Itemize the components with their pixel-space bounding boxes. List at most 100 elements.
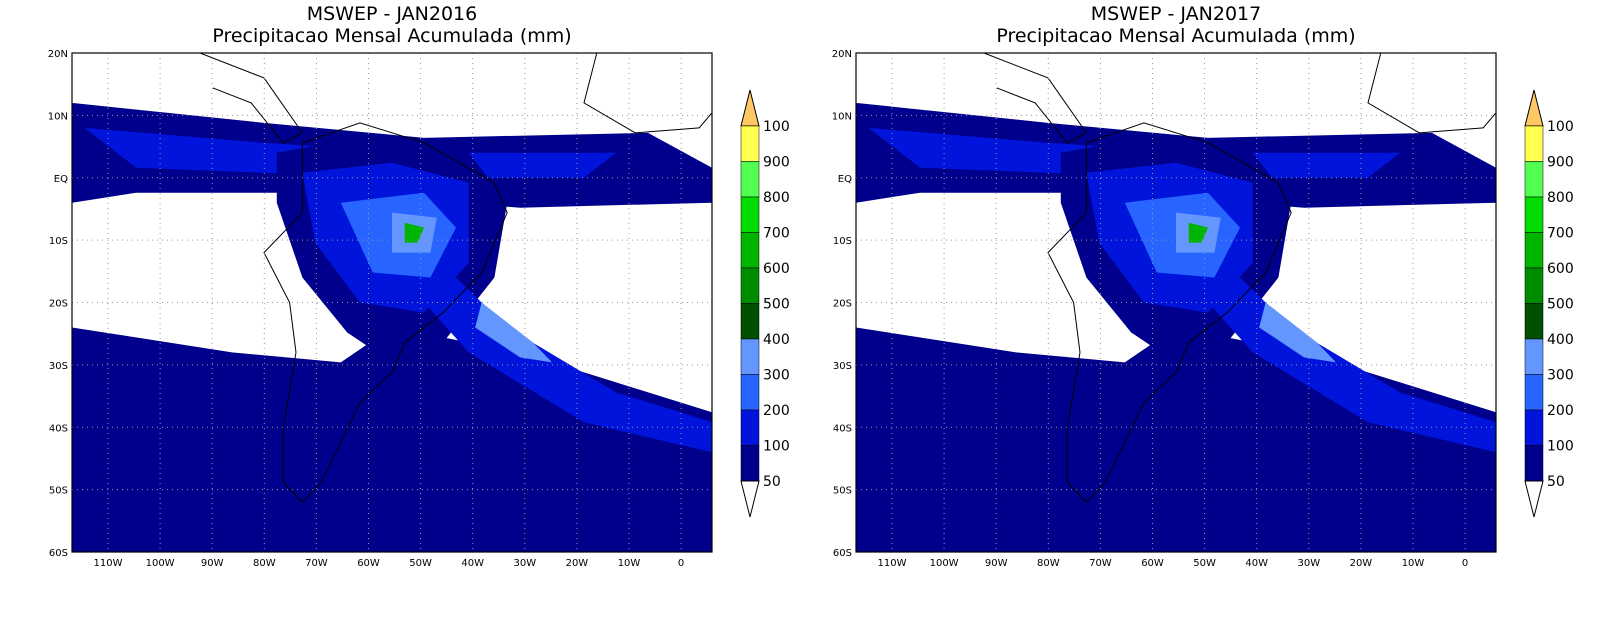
colorbar-box — [1524, 125, 1544, 162]
lon-label: 110W — [94, 558, 123, 569]
map-title: MSWEP - JAN2016 — [307, 3, 477, 25]
lon-label: 20W — [566, 558, 589, 569]
rain-area — [1259, 302, 1336, 363]
lat-label: 10S — [49, 236, 68, 247]
lon-label: 10W — [618, 558, 641, 569]
lon-label: 60W — [357, 558, 380, 569]
lon-label: 30W — [513, 558, 536, 569]
map-subtitle: Precipitacao Mensal Acumulada (mm) — [996, 25, 1355, 47]
lon-label: 90W — [985, 558, 1008, 569]
colorbar-label: 800 — [1547, 190, 1574, 206]
lon-label: 40W — [1245, 558, 1268, 569]
colorbar-box — [740, 374, 760, 411]
lat-label: EQ — [838, 174, 852, 185]
lon-label: 90W — [201, 558, 224, 569]
rain-area — [404, 222, 424, 243]
colorbar-box — [1524, 196, 1544, 233]
lon-label: 80W — [1037, 558, 1060, 569]
lat-label: 50S — [833, 486, 852, 497]
coastline — [1047, 122, 1292, 503]
coastline — [1367, 53, 1496, 134]
colorbar-label: 500 — [763, 297, 790, 313]
lon-label: 100W — [930, 558, 959, 569]
colorbar-cap — [740, 89, 760, 127]
colorbar-label: 400 — [1547, 332, 1574, 348]
map-subtitle: Precipitacao Mensal Acumulada (mm) — [212, 25, 571, 47]
lon-label: 20W — [1350, 558, 1373, 569]
lat-label: 10N — [832, 111, 852, 122]
colorbar-label: 400 — [763, 332, 790, 348]
map-frame — [71, 52, 713, 553]
colorbar-box — [740, 409, 760, 446]
colorbar-label: 50 — [1547, 474, 1565, 490]
colorbar-box — [740, 338, 760, 375]
lon-label: 50W — [1193, 558, 1216, 569]
colorbar-cap — [740, 480, 760, 518]
map-panel: 20N 10N EQ 10S 20S 30S 40S 50S 60S 110W 100W 90W 80W… — [832, 3, 1574, 569]
colorbar-box — [1524, 338, 1544, 375]
colorbar-label: 100 — [1547, 119, 1574, 135]
coastline — [983, 53, 1088, 144]
colorbar-label: 100 — [1547, 439, 1574, 455]
lat-label: 40S — [833, 423, 852, 434]
colorbar-box — [740, 196, 760, 233]
colorbar-label: 600 — [1547, 261, 1574, 277]
colorbar-label: 700 — [1547, 226, 1574, 242]
colorbar-label: 50 — [763, 474, 781, 490]
lat-label: 10N — [48, 111, 68, 122]
colorbar-box — [740, 445, 760, 482]
map-panel: 20N 10N EQ 10S 20S 30S 40S 50S 60S 110W 100W 90W 80W… — [48, 3, 790, 569]
lat-label: 60S — [833, 548, 852, 559]
lon-label: 40W — [461, 558, 484, 569]
colorbar-label: 800 — [763, 190, 790, 206]
colorbar-label: 900 — [763, 155, 790, 171]
colorbar-cap — [1524, 89, 1544, 127]
lon-label: 80W — [253, 558, 276, 569]
colorbar-label: 700 — [763, 226, 790, 242]
lat-label: 20N — [48, 49, 68, 60]
lon-label: 10W — [1402, 558, 1425, 569]
colorbar-box — [740, 267, 760, 304]
colorbar-box — [740, 125, 760, 162]
coastline — [583, 53, 712, 134]
lat-label: 50S — [49, 486, 68, 497]
lon-label: 60W — [1141, 558, 1164, 569]
colorbar-box — [1524, 409, 1544, 446]
lat-label: 20N — [832, 49, 852, 60]
colorbar-label: 100 — [763, 439, 790, 455]
colorbar-box — [1524, 232, 1544, 269]
rain-area — [475, 302, 552, 363]
lat-label: 10S — [833, 236, 852, 247]
colorbar-box — [1524, 445, 1544, 482]
colorbar-box — [1524, 267, 1544, 304]
lon-label: 0 — [1462, 558, 1468, 569]
lat-label: 20S — [49, 299, 68, 310]
colorbar-box — [1524, 374, 1544, 411]
colorbar-label: 300 — [1547, 368, 1574, 384]
colorbar-label: 200 — [1547, 403, 1574, 419]
lat-label: 30S — [49, 361, 68, 372]
lat-label: 30S — [833, 361, 852, 372]
lat-label: EQ — [54, 174, 68, 185]
colorbar-label: 600 — [763, 261, 790, 277]
rain-area — [1188, 222, 1208, 243]
colorbar-label: 500 — [1547, 297, 1574, 313]
map-frame — [855, 52, 1497, 553]
lon-label: 0 — [678, 558, 684, 569]
lon-label: 70W — [1089, 558, 1112, 569]
colorbar-cap — [1524, 480, 1544, 518]
lat-label: 20S — [833, 299, 852, 310]
lon-label: 110W — [878, 558, 907, 569]
coastline — [263, 122, 508, 503]
lon-label: 50W — [409, 558, 432, 569]
colorbar-label: 200 — [763, 403, 790, 419]
lon-label: 70W — [305, 558, 328, 569]
colorbar-box — [1524, 303, 1544, 340]
lon-label: 30W — [1297, 558, 1320, 569]
colorbar-box — [740, 303, 760, 340]
lon-label: 100W — [146, 558, 175, 569]
lat-label: 40S — [49, 423, 68, 434]
colorbar-box — [1524, 161, 1544, 198]
lat-label: 60S — [49, 548, 68, 559]
